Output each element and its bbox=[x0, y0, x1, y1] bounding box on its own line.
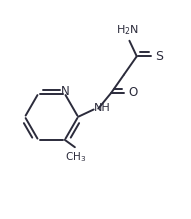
Text: CH$_3$: CH$_3$ bbox=[65, 150, 86, 164]
Text: H$_2$N: H$_2$N bbox=[116, 24, 139, 37]
Text: NH: NH bbox=[94, 103, 111, 113]
Text: N: N bbox=[61, 85, 70, 98]
Text: O: O bbox=[128, 87, 137, 99]
Text: S: S bbox=[155, 50, 163, 63]
